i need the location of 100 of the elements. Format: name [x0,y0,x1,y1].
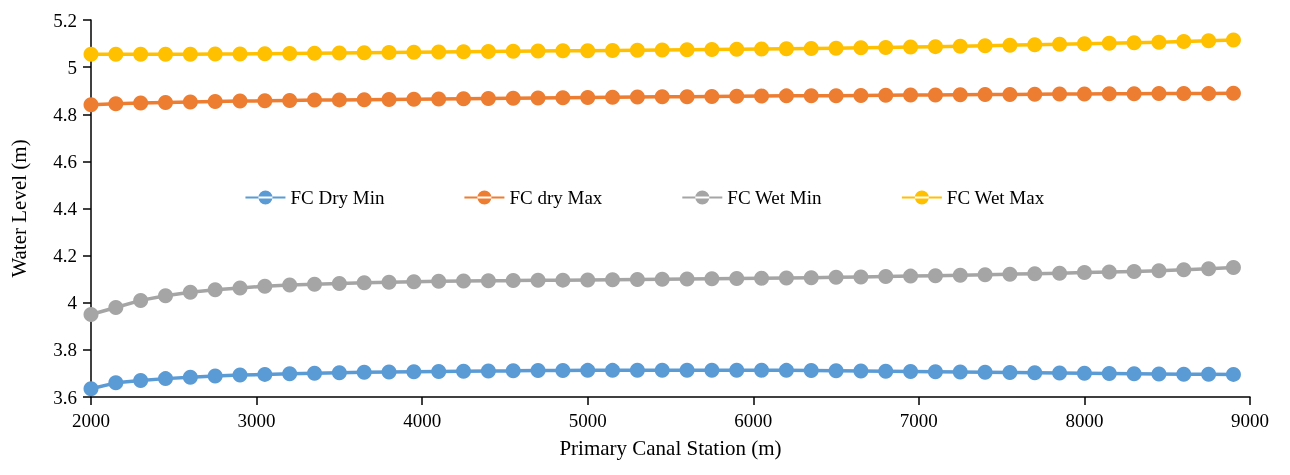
point [406,91,422,107]
point [803,88,819,104]
x-tick-label: 8000 [1065,410,1104,431]
point [629,362,645,378]
point [903,39,919,55]
point [853,87,869,103]
point [182,46,198,62]
point [232,93,248,109]
point [1052,86,1068,102]
point [952,267,968,283]
point [878,269,894,285]
point [207,282,223,298]
point [927,39,943,55]
point [1225,259,1241,275]
point [580,272,596,288]
x-tick-label: 6000 [734,410,773,431]
point [307,276,323,292]
point [158,288,174,304]
point [878,87,894,103]
point [828,88,844,104]
point [828,269,844,285]
legend-label: FC Dry Min [290,187,385,208]
point [480,363,496,379]
point [803,270,819,286]
x-axis-title: Primary Canal Station (m) [559,435,782,460]
point [1201,86,1217,102]
point [828,363,844,379]
point [456,44,472,60]
y-tick-label: 3.8 [53,339,77,361]
point [1151,263,1167,279]
point [456,273,472,289]
point [1076,265,1092,281]
point [282,277,298,293]
point [1176,366,1192,382]
point [381,91,397,107]
point [729,41,745,57]
x-tick-label: 9000 [1231,410,1269,431]
point [1126,366,1142,382]
point [1101,86,1117,102]
point [778,270,794,286]
y-tick-label: 4 [67,292,78,314]
y-tick-label: 4.8 [53,103,77,125]
point [952,38,968,54]
point [1002,37,1018,53]
point [927,87,943,103]
point [1176,86,1192,102]
point [629,271,645,287]
point [605,272,621,288]
point [431,91,447,107]
point [356,275,372,291]
point [331,365,347,381]
point [356,364,372,380]
point [257,93,273,109]
point [505,363,521,379]
point [307,45,323,61]
point [530,272,546,288]
point [629,89,645,105]
point [456,363,472,379]
point [605,362,621,378]
y-tick-label: 4.4 [53,198,78,219]
point [679,271,695,287]
point [530,363,546,379]
point [232,280,248,296]
point [257,366,273,382]
point [530,90,546,106]
point [182,284,198,300]
x-tick-label: 5000 [568,410,607,431]
legend-label: FC Wet Max [946,187,1045,208]
point [977,267,993,283]
point [977,86,993,102]
point [1126,263,1142,279]
point [754,362,770,378]
point [431,364,447,380]
point [108,96,124,112]
legend-label: FC dry Max [509,187,603,208]
point [1176,262,1192,278]
point [1076,36,1092,52]
point [282,366,298,382]
point [828,40,844,56]
point [381,45,397,61]
x-tick-label: 4000 [403,410,442,431]
point [1052,36,1068,52]
point [356,45,372,61]
point [977,38,993,54]
point [83,307,99,323]
point [1052,365,1068,381]
point [182,369,198,385]
legend-label: FC Wet Min [727,187,823,208]
point [1076,86,1092,102]
point [629,42,645,58]
point [1076,365,1092,381]
point [654,42,670,58]
point [555,272,571,288]
point [530,43,546,59]
point [133,373,149,388]
point [679,89,695,105]
point [505,43,521,59]
x-tick-label: 3000 [237,410,276,431]
point [903,268,919,284]
y-tick-label: 4.6 [53,150,77,172]
